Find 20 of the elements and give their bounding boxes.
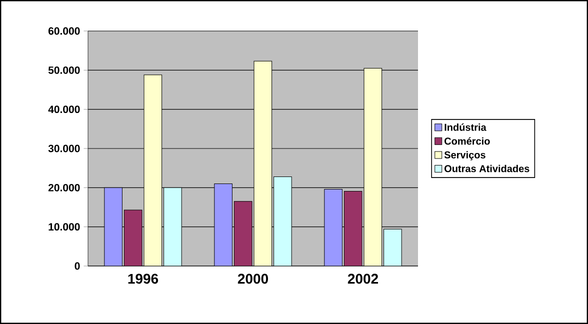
bar — [384, 228, 402, 266]
x-tick-label: 2000 — [238, 274, 268, 284]
bar — [324, 188, 342, 266]
bar — [164, 187, 182, 266]
y-tick-label: 40.000 — [48, 106, 80, 114]
x-tick-label: 2002 — [348, 274, 378, 284]
bar — [104, 187, 122, 266]
y-tick-label: 10.000 — [48, 223, 80, 231]
y-tick-label: 50.000 — [48, 66, 80, 74]
y-tick-label: 0 — [74, 262, 80, 270]
y-tick-label: 60.000 — [48, 27, 80, 35]
legend-label: Indústria — [444, 123, 486, 131]
y-tick-label: 20.000 — [48, 184, 80, 192]
y-tick-label: 30.000 — [48, 144, 80, 152]
bar — [214, 184, 232, 266]
x-tick-label: 1996 — [128, 274, 158, 284]
bar — [274, 176, 292, 266]
legend-label: Comércio — [444, 137, 490, 145]
legend-label: Outras Atividades — [444, 164, 530, 172]
legend-label: Serviços — [444, 151, 486, 160]
